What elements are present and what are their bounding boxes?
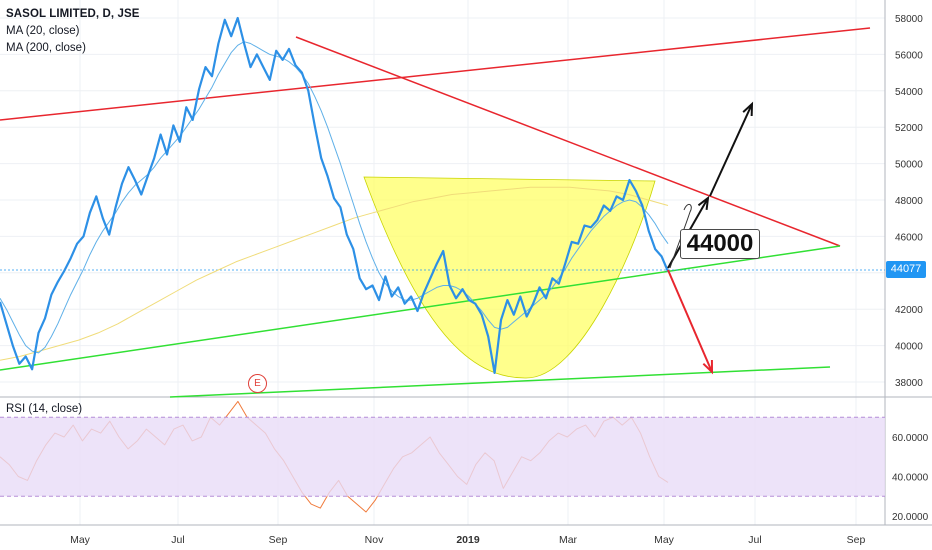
rsi-tick-label: 60.0000 [892, 433, 929, 444]
symbol-title[interactable]: SASOL LIMITED, D, JSE [6, 8, 140, 20]
descending-resistance-line [295, 36, 841, 247]
cup-pattern [363, 176, 656, 379]
breakout-arrow-head [697, 195, 710, 211]
y-tick-label: 54000 [895, 87, 923, 98]
sketch-mark [669, 203, 692, 269]
trend-lines [0, 27, 885, 398]
y-tick-label: 48000 [895, 196, 923, 207]
y-tick-label: 56000 [895, 50, 923, 61]
x-tick-label: 2019 [456, 534, 480, 546]
y-tick-label: 40000 [895, 342, 923, 353]
y-tick-label: 50000 [895, 160, 923, 171]
x-tick-label: May [70, 534, 91, 546]
ma20-legend[interactable]: MA (20, close) [6, 25, 80, 37]
cup-shape [363, 176, 656, 379]
y-tick-label: 42000 [895, 305, 923, 316]
bearish-arrow-head [702, 359, 714, 375]
x-axis-labels: May Jul Sep Nov 2019 Mar May Jul Sep [70, 534, 865, 546]
y-tick-label: 58000 [895, 14, 923, 25]
last-price-tag: 44077 [886, 261, 926, 278]
y-tick-label: 46000 [895, 232, 923, 243]
rsi-pane [0, 416, 885, 497]
x-tick-label: Mar [559, 534, 578, 546]
x-tick-label: Nov [365, 534, 384, 546]
rsi-tick-label: 40.0000 [892, 473, 929, 484]
ascending-support-line [0, 245, 841, 371]
target-callout: 44000 [680, 229, 760, 259]
ma200-legend[interactable]: MA (200, close) [6, 42, 86, 54]
x-tick-label: Sep [847, 534, 866, 546]
x-tick-label: May [654, 534, 675, 546]
rsi-legend[interactable]: RSI (14, close) [6, 403, 83, 415]
target-arrow [709, 103, 753, 197]
x-tick-label: Jul [748, 534, 761, 546]
x-tick-label: Jul [171, 534, 184, 546]
x-tick-label: Sep [269, 534, 288, 546]
y-tick-label: 38000 [895, 378, 923, 389]
y-tick-label: 52000 [895, 123, 923, 134]
chart-legend: SASOL LIMITED, D, JSE MA (20, close) MA … [6, 6, 140, 57]
rsi-band [0, 417, 885, 497]
rsi-tick-label: 20.0000 [892, 512, 929, 523]
target-arrow-head [742, 101, 754, 117]
bearish-arrow [667, 269, 713, 373]
earnings-event-marker[interactable]: E [248, 374, 267, 393]
ma200-line [0, 186, 669, 361]
lower-support-line [169, 366, 831, 398]
price-line [0, 16, 670, 374]
upper-channel-line [0, 27, 871, 121]
